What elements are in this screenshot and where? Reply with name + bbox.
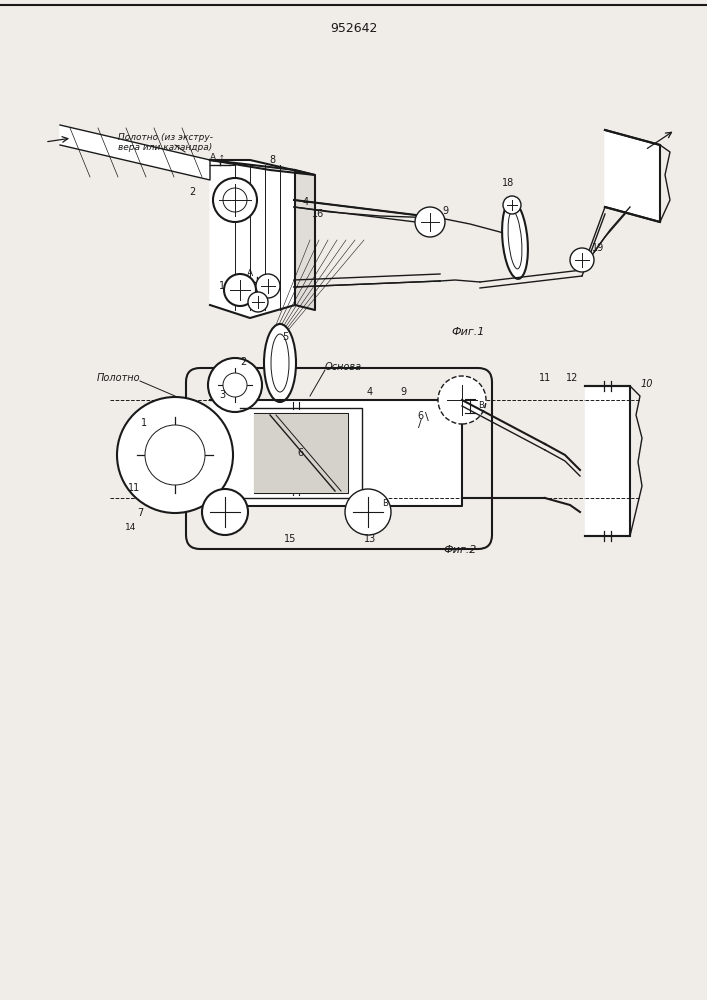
Text: 9: 9 xyxy=(400,387,406,397)
Circle shape xyxy=(223,373,247,397)
Text: 5: 5 xyxy=(282,332,288,342)
Text: 2: 2 xyxy=(240,357,246,367)
Text: Основа: Основа xyxy=(325,362,362,372)
Polygon shape xyxy=(254,413,348,493)
Circle shape xyxy=(570,248,594,272)
Text: /: / xyxy=(418,419,422,429)
Circle shape xyxy=(208,358,262,412)
Circle shape xyxy=(224,274,256,306)
Text: B: B xyxy=(382,498,388,508)
Text: ↑: ↑ xyxy=(219,155,225,161)
Text: 1: 1 xyxy=(219,281,225,291)
Text: 12: 12 xyxy=(566,373,578,383)
Polygon shape xyxy=(210,400,462,506)
Text: 3: 3 xyxy=(219,390,225,400)
Text: вера или каландра): вера или каландра) xyxy=(118,142,212,151)
Text: А: А xyxy=(247,269,253,278)
Text: 8: 8 xyxy=(269,155,275,165)
Circle shape xyxy=(503,196,521,214)
Circle shape xyxy=(202,489,248,535)
Text: 15: 15 xyxy=(284,534,296,544)
Text: 16: 16 xyxy=(312,209,324,219)
Text: Фиг.1: Фиг.1 xyxy=(451,327,485,337)
Text: 4: 4 xyxy=(303,197,309,207)
Text: 10: 10 xyxy=(641,379,653,389)
Ellipse shape xyxy=(508,211,522,269)
Circle shape xyxy=(248,292,268,312)
Text: 1: 1 xyxy=(141,418,147,428)
Polygon shape xyxy=(605,130,660,222)
Circle shape xyxy=(438,376,486,424)
Ellipse shape xyxy=(502,201,528,279)
Text: 18: 18 xyxy=(502,178,514,188)
Text: 952642: 952642 xyxy=(330,21,378,34)
Text: 11: 11 xyxy=(128,483,140,493)
Polygon shape xyxy=(240,408,362,498)
Circle shape xyxy=(213,178,257,222)
Text: Полотно: Полотно xyxy=(97,373,141,383)
Text: 6: 6 xyxy=(417,411,423,421)
Polygon shape xyxy=(60,125,210,180)
Circle shape xyxy=(145,425,205,485)
Circle shape xyxy=(223,188,247,212)
Text: 2: 2 xyxy=(189,187,195,197)
Text: 14: 14 xyxy=(124,522,136,532)
Circle shape xyxy=(117,397,233,513)
Circle shape xyxy=(256,274,280,298)
Polygon shape xyxy=(295,170,315,310)
Text: 6: 6 xyxy=(297,448,303,458)
Text: 7: 7 xyxy=(136,508,143,518)
Text: А: А xyxy=(210,152,216,161)
Ellipse shape xyxy=(264,324,296,402)
Text: \: \ xyxy=(425,412,429,422)
Polygon shape xyxy=(210,160,295,318)
Ellipse shape xyxy=(271,334,289,392)
Text: Фиг.2: Фиг.2 xyxy=(443,545,477,555)
Text: 13: 13 xyxy=(364,534,376,544)
Circle shape xyxy=(345,489,391,535)
Text: 9: 9 xyxy=(442,206,448,216)
Text: 4: 4 xyxy=(367,387,373,397)
Polygon shape xyxy=(585,386,630,536)
Circle shape xyxy=(415,207,445,237)
Text: B: B xyxy=(478,401,484,410)
Text: 19: 19 xyxy=(592,243,604,253)
Text: Полотно (из экстру-: Полотно (из экстру- xyxy=(118,132,213,141)
Polygon shape xyxy=(210,160,315,175)
Text: 11: 11 xyxy=(539,373,551,383)
